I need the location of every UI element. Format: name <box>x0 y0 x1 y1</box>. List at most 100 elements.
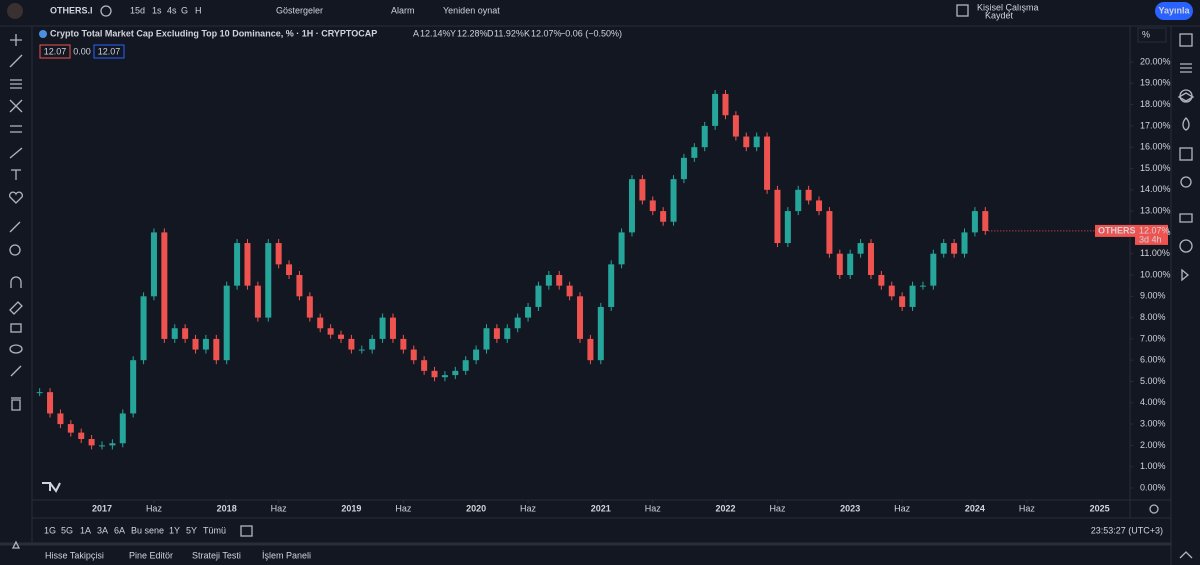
candle-body <box>67 424 74 433</box>
range-button[interactable]: 1G <box>44 525 56 535</box>
interval[interactable]: 15d <box>130 5 145 15</box>
candle-body <box>358 349 365 351</box>
candle-body <box>577 296 584 339</box>
y-tick-label: 13.00% <box>1140 205 1171 215</box>
candle-body <box>286 264 293 275</box>
scale-mode-box <box>1137 27 1167 43</box>
candle-body <box>670 179 677 222</box>
range-button[interactable]: Tümü <box>203 525 226 535</box>
candle-body <box>701 125 708 148</box>
alert-button[interactable]: Alarm <box>391 5 415 15</box>
candle-body <box>306 296 313 318</box>
right-toolbar-icons <box>1177 33 1195 559</box>
candle-body <box>909 285 916 307</box>
bottom-tab[interactable]: Pine Editör <box>129 550 173 560</box>
interval[interactable]: 1s <box>152 5 162 15</box>
candle-body <box>691 147 698 158</box>
x-tick-label: 2018 <box>217 503 237 513</box>
axis-settings[interactable] <box>1149 504 1159 514</box>
candle-body <box>493 328 500 339</box>
candle-body <box>421 360 428 371</box>
range-button[interactable]: 5G <box>61 525 73 535</box>
range-button[interactable]: 5Y <box>186 525 197 535</box>
publish-button[interactable] <box>1155 2 1193 20</box>
candle-body <box>826 211 833 254</box>
candle-body <box>78 432 85 440</box>
indicators-button[interactable]: Göstergeler <box>276 5 323 15</box>
bottom-tab[interactable]: İşlem Paneli <box>262 550 311 560</box>
candle-body <box>899 296 906 307</box>
candle-body <box>338 334 345 339</box>
candle-body <box>317 317 324 329</box>
y-tick-label: 0.00% <box>1140 482 1166 492</box>
interval[interactable]: G <box>181 5 188 15</box>
x-tick-label: Haz <box>520 503 537 513</box>
x-tick-label: 2021 <box>591 503 611 513</box>
candle-body <box>202 338 209 350</box>
candle-body <box>930 253 937 286</box>
legend-box-value: 12.07 <box>44 46 67 56</box>
y-tick-label: 14.00% <box>1140 184 1171 194</box>
layout-checkbox[interactable] <box>956 4 969 17</box>
layout-name[interactable]: Kişisel Çalışma <box>977 2 1039 12</box>
candle-body <box>47 392 54 414</box>
bottom-tab[interactable]: Strateji Testi <box>192 550 241 560</box>
interval[interactable]: H <box>195 5 202 15</box>
range-button[interactable]: 1A <box>80 525 91 535</box>
candle-body <box>597 306 604 361</box>
range-button[interactable]: 1Y <box>169 525 180 535</box>
candle-body <box>649 200 656 212</box>
compare-button[interactable] <box>100 5 112 17</box>
y-tick-label: 7.00% <box>1140 333 1166 343</box>
candle-body <box>545 275 552 286</box>
candle-body <box>213 338 220 361</box>
candle-body <box>223 285 230 361</box>
candle-body <box>774 189 781 244</box>
symbol[interactable]: OTHERS.I <box>50 5 93 15</box>
price-tag-symbol-bg <box>1095 224 1135 237</box>
candle-body <box>150 232 157 297</box>
candle-body <box>441 375 448 378</box>
x-tick-label: Haz <box>271 503 288 513</box>
candle-body <box>109 443 116 446</box>
x-tick-label: 2017 <box>92 503 112 513</box>
scale-mode[interactable]: % <box>1142 29 1150 39</box>
interval[interactable]: 4s <box>167 5 177 15</box>
candle-body <box>940 243 947 254</box>
candle-body <box>847 253 854 275</box>
candle-body <box>410 349 417 361</box>
date-range-button[interactable] <box>240 525 253 537</box>
legend-key: D <box>487 28 494 38</box>
y-tick-label: 10.00% <box>1140 269 1171 279</box>
candle-body <box>462 360 469 371</box>
candle-body <box>265 243 272 318</box>
candle-body <box>753 136 760 148</box>
bottom-tab[interactable]: Hisse Takipçisi <box>45 550 104 560</box>
candle-body <box>525 306 532 318</box>
range-button[interactable]: 3A <box>97 525 108 535</box>
candle-body <box>99 445 105 447</box>
candle-body <box>618 232 625 265</box>
legend-value: 12.28% <box>457 28 488 38</box>
candle-body <box>587 338 594 361</box>
legend-key: K <box>524 28 530 38</box>
candle-body <box>805 189 812 201</box>
candle-body <box>400 338 407 350</box>
candle-body <box>867 243 874 275</box>
range-button[interactable]: 6A <box>114 525 125 535</box>
price-tag-bg <box>1135 224 1168 245</box>
replay-button[interactable]: Yeniden oynat <box>443 5 500 15</box>
candle-body <box>473 349 480 361</box>
candle-body <box>857 243 864 254</box>
y-tick-label: 15.00% <box>1140 163 1171 173</box>
range-button[interactable]: Bu sene <box>131 525 164 535</box>
avatar[interactable] <box>7 3 23 19</box>
y-tick-label: 11.00% <box>1140 248 1170 258</box>
y-tick-label: 20.00% <box>1140 56 1171 66</box>
candle-body <box>743 136 750 148</box>
legend-change: −0.06 (−0.50%) <box>560 28 622 38</box>
candle-body <box>182 328 189 339</box>
clock: 23:53:27 (UTC+3) <box>1091 525 1163 535</box>
publish-button-label[interactable]: Yayınla <box>1158 5 1190 15</box>
y-tick-label: 18.00% <box>1140 99 1171 109</box>
